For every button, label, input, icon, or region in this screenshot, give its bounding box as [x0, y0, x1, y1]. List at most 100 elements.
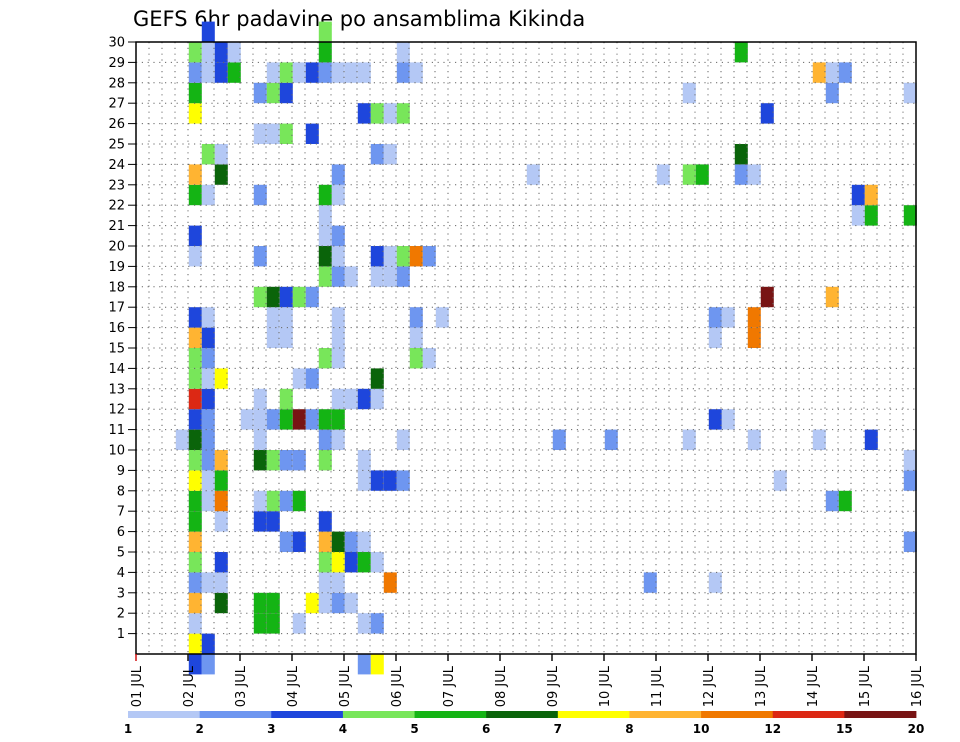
heatmap-cell	[370, 552, 384, 573]
heatmap-cell	[188, 531, 202, 552]
colorbar-segment	[199, 711, 272, 718]
heatmap-cell	[903, 470, 917, 491]
heatmap-cell	[188, 307, 202, 328]
heatmap-cell	[214, 490, 228, 512]
heatmap-cell	[214, 470, 228, 491]
heatmap-cell	[279, 62, 293, 83]
heatmap-cell	[708, 409, 722, 430]
heatmap-cell	[201, 388, 215, 410]
colorbar-segment	[342, 711, 415, 718]
x-tick-label: 09 JUL	[546, 665, 561, 707]
heatmap-cell	[201, 21, 215, 42]
x-tick-label: 08 JUL	[494, 665, 509, 707]
heatmap-cell	[279, 490, 293, 512]
heatmap-cell	[331, 266, 345, 287]
heatmap-cell	[331, 531, 345, 552]
colorbar-segment	[701, 711, 774, 718]
heatmap-cell	[396, 103, 410, 124]
heatmap-cell	[370, 654, 384, 675]
heatmap-cell	[864, 184, 878, 206]
heatmap-cell	[279, 82, 293, 104]
heatmap-cell	[331, 225, 345, 246]
heatmap-cell	[396, 470, 410, 491]
heatmap-cell	[227, 62, 241, 83]
heatmap-cell	[734, 42, 748, 63]
heatmap-cell	[188, 368, 202, 389]
heatmap-cell	[227, 42, 241, 63]
heatmap-cell	[370, 613, 384, 634]
heatmap-cell	[383, 103, 397, 124]
y-tick-label: 28	[108, 76, 125, 91]
heatmap-cell	[370, 388, 384, 410]
y-tick-label: 1	[117, 627, 125, 642]
heatmap-cell	[305, 409, 319, 430]
heatmap-cell	[318, 409, 332, 430]
heatmap-cell	[188, 450, 202, 471]
y-tick-label: 26	[108, 117, 125, 132]
heatmap-cell	[201, 307, 215, 328]
heatmap-cell	[318, 246, 332, 267]
heatmap-cell	[396, 246, 410, 267]
heatmap-cell	[370, 246, 384, 267]
heatmap-cell	[344, 388, 358, 410]
x-tick-label: 05 JUL	[338, 665, 353, 707]
colorbar-label: 6	[482, 722, 490, 736]
x-tick-label: 11 JUL	[650, 665, 665, 707]
heatmap-cell	[357, 470, 371, 491]
heatmap-cell	[318, 348, 332, 369]
heatmap-cell	[370, 144, 384, 165]
heatmap-cell	[357, 531, 371, 552]
x-tick-label: 14 JUL	[806, 665, 821, 707]
heatmap-cell	[214, 552, 228, 573]
heatmap-cell	[708, 327, 722, 348]
heatmap-cell	[214, 450, 228, 471]
heatmap-cell	[188, 633, 202, 654]
heatmap-cell	[188, 82, 202, 104]
y-tick-label: 16	[108, 321, 125, 336]
x-tick-label: 01 JUL	[130, 665, 145, 707]
heatmap-cell	[253, 82, 267, 104]
colorbar-label: 2	[195, 722, 203, 736]
heatmap-cell	[201, 348, 215, 369]
heatmap-cell	[279, 450, 293, 471]
heatmap-cell	[331, 246, 345, 267]
heatmap-cell	[188, 470, 202, 491]
heatmap-cell	[435, 307, 449, 328]
heatmap-cell	[409, 327, 423, 348]
heatmap-cell	[188, 429, 202, 450]
y-tick-label: 8	[117, 484, 125, 499]
heatmap-cell	[266, 592, 280, 614]
heatmap-cell	[266, 62, 280, 83]
heatmap-cell	[357, 552, 371, 573]
heatmap-cell	[747, 164, 761, 185]
heatmap-cell	[422, 348, 436, 369]
heatmap-cell	[201, 450, 215, 471]
heatmap-cell	[201, 470, 215, 491]
heatmap-cell	[370, 470, 384, 491]
heatmap-cell	[188, 511, 202, 532]
heatmap-cell	[201, 572, 215, 593]
colorbar-label: 1	[124, 722, 132, 736]
x-tick-label: 16 JUL	[910, 665, 925, 707]
heatmap-cell	[266, 511, 280, 532]
heatmap-cell	[825, 490, 839, 512]
heatmap-cell	[266, 490, 280, 512]
heatmap-cell	[734, 144, 748, 165]
colorbar-label: 20	[908, 722, 925, 736]
heatmap-cell	[240, 409, 254, 430]
y-tick-label: 24	[108, 158, 125, 173]
heatmap-cell	[838, 62, 852, 83]
heatmap-cell	[318, 62, 332, 83]
heatmap-cells	[175, 21, 917, 675]
heatmap-cell	[201, 490, 215, 512]
x-tick-label: 02 JUL	[182, 665, 197, 707]
heatmap-cell	[279, 531, 293, 552]
heatmap-cell	[305, 368, 319, 389]
heatmap-cell	[331, 429, 345, 450]
heatmap-cell	[357, 103, 371, 124]
heatmap-cell	[214, 144, 228, 165]
heatmap-cell	[760, 286, 774, 308]
heatmap-cell	[279, 409, 293, 430]
heatmap-cell	[825, 82, 839, 104]
heatmap-cell	[188, 164, 202, 185]
